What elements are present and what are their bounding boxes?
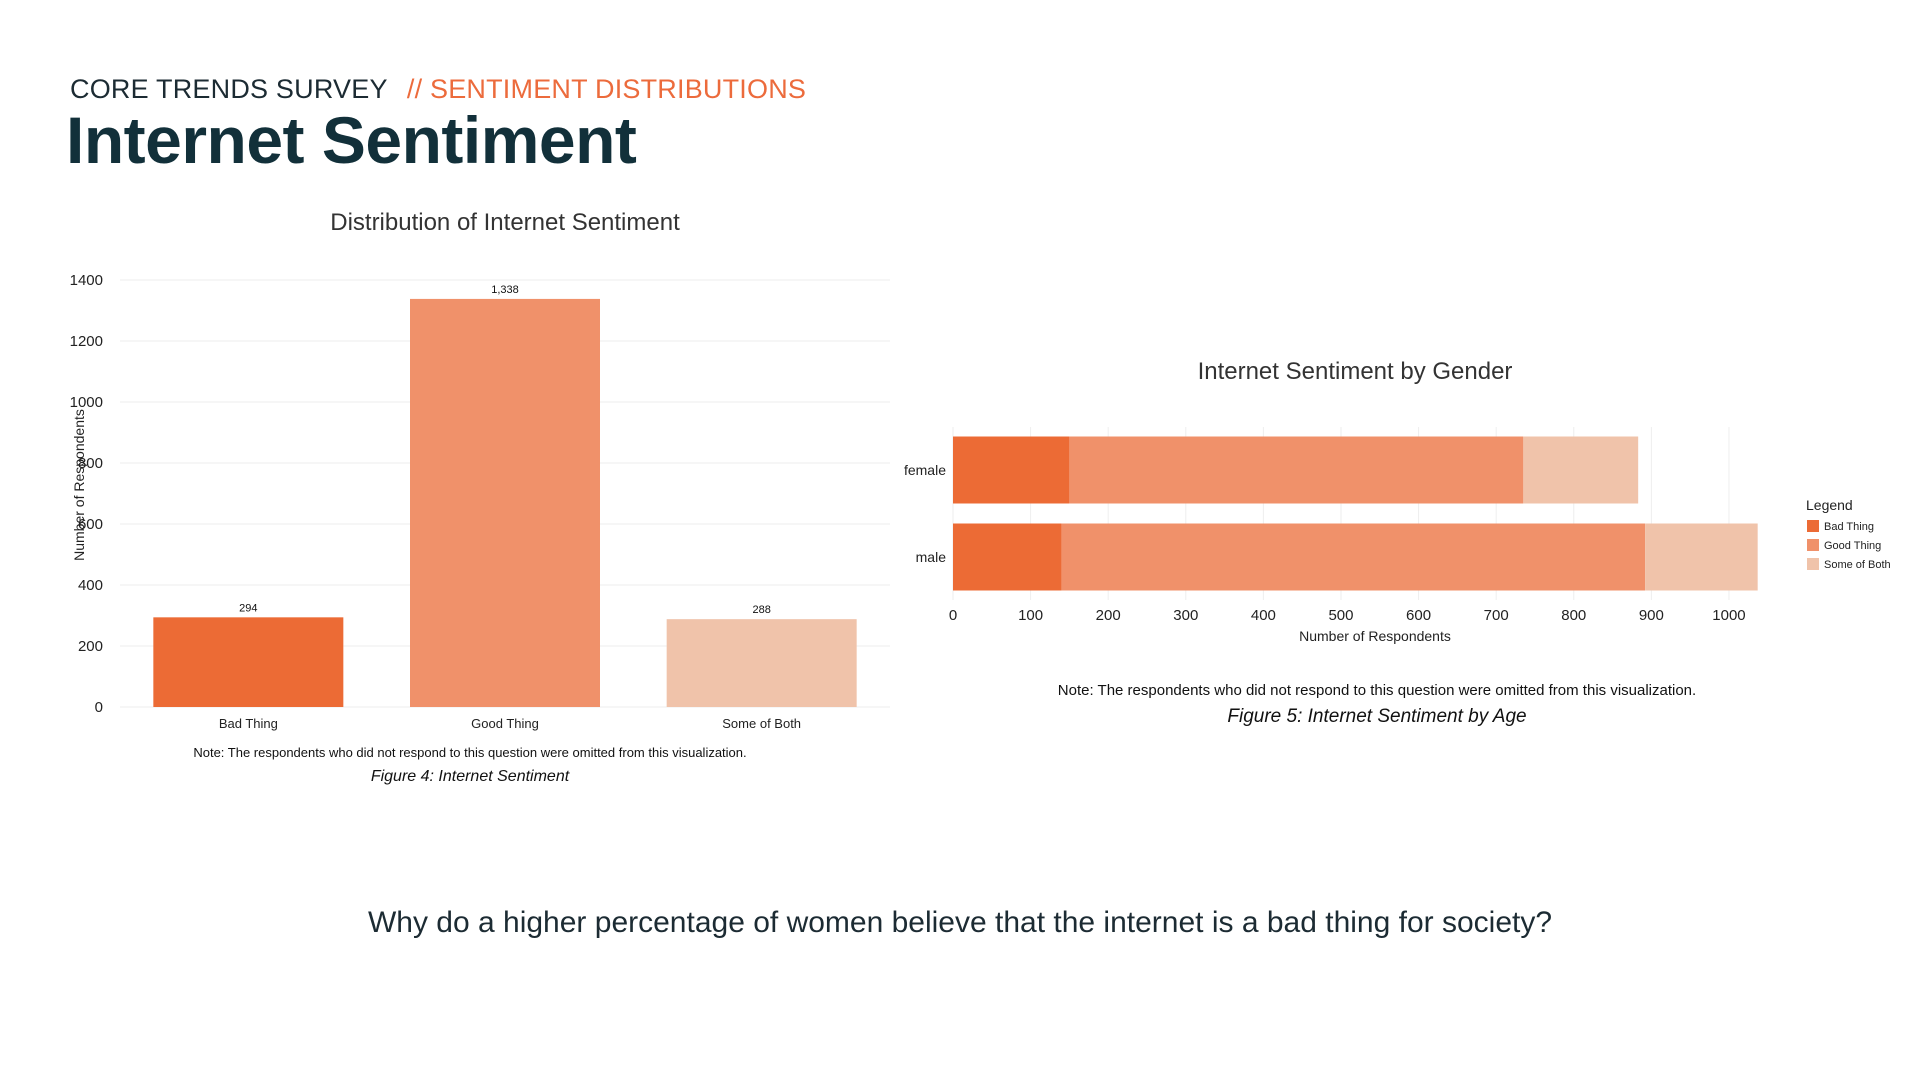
chart2-note: Note: The respondents who did not respon… <box>1058 682 1696 699</box>
chart2-bars <box>953 436 1758 591</box>
chart2-bar-segment <box>1061 523 1646 591</box>
chart1-y-ticks: 0 200 400 600 800 1000 1200 1400 <box>70 272 103 716</box>
chart2-x-tick: 900 <box>1639 607 1664 624</box>
chart1-note: Note: The respondents who did not respon… <box>193 745 746 760</box>
chart2-bar-segment <box>953 523 1062 591</box>
chart2-x-tick: 0 <box>949 607 957 624</box>
legend-entry: Some of Both <box>1824 559 1891 571</box>
chart1-bars <box>153 298 857 707</box>
chart1-data-label: 1,338 <box>491 284 519 296</box>
chart2-x-axis-label: Number of Respondents <box>1299 628 1451 644</box>
chart1-y-tick: 200 <box>78 638 103 655</box>
chart1-bar <box>666 619 857 707</box>
chart2-legend: Legend Bad Thing Good Thing Some of Both <box>1806 497 1891 571</box>
chart1-y-tick: 1000 <box>70 394 103 411</box>
chart2-title: Internet Sentiment by Gender <box>1198 358 1513 385</box>
chart1-y-tick: 1400 <box>70 272 103 289</box>
chart1-x-tick: Good Thing <box>471 716 539 731</box>
chart2-category-labels: female male <box>904 462 946 565</box>
chart1-x-tick: Some of Both <box>722 716 801 731</box>
chart1-title: Distribution of Internet Sentiment <box>330 209 680 236</box>
chart2-bar-segment <box>1069 436 1524 504</box>
chart2-x-tick: 700 <box>1484 607 1509 624</box>
chart1-data-label: 288 <box>752 604 770 616</box>
legend-title: Legend <box>1806 497 1853 513</box>
chart2-x-tick: 600 <box>1406 607 1431 624</box>
chart1-y-axis-label: Number of Respondents <box>71 409 87 561</box>
sentiment-by-gender-chart: Internet Sentiment by Gender femalemale … <box>904 358 1891 727</box>
chart1-y-tick: 800 <box>78 455 103 472</box>
chart1-x-tick: Bad Thing <box>219 716 278 731</box>
chart1-bar <box>153 617 344 707</box>
chart2-category-label: female <box>904 462 946 478</box>
chart2-x-tick: 300 <box>1173 607 1198 624</box>
chart2-x-tick: 800 <box>1561 607 1586 624</box>
chart2-x-ticks: 0 100 200 300 400 500 600 700 800 900 1000 <box>949 607 1746 624</box>
chart1-caption: Figure 4: Internet Sentiment <box>371 768 570 785</box>
chart1-x-ticks: Bad Thing Good Thing Some of Both <box>219 716 801 731</box>
chart1-data-labels: 294 1,338 288 <box>239 284 771 616</box>
discussion-question: Why do a higher percentage of women beli… <box>367 906 1553 939</box>
chart1-bar <box>410 298 600 707</box>
chart2-bar-segment <box>1645 523 1758 591</box>
legend-swatch <box>1807 539 1819 551</box>
chart1-y-tick: 600 <box>78 516 103 533</box>
legend-entry: Bad Thing <box>1824 521 1874 533</box>
chart1-y-tick: 400 <box>78 577 103 594</box>
chart2-bar-segment <box>953 436 1070 504</box>
kicker: CORE TRENDS SURVEY // SENTIMENT DISTRIBU… <box>70 74 806 105</box>
legend-entry: Good Thing <box>1824 540 1881 552</box>
kicker-main: CORE TRENDS SURVEY <box>70 74 388 104</box>
chart1-y-tick: 0 <box>95 699 103 716</box>
legend-swatch <box>1807 520 1819 532</box>
chart2-x-tick: 100 <box>1018 607 1043 624</box>
legend-swatch <box>1807 558 1819 570</box>
chart2-caption: Figure 5: Internet Sentiment by Age <box>1227 706 1526 727</box>
chart2-x-tick: 400 <box>1251 607 1276 624</box>
kicker-accent: // SENTIMENT DISTRIBUTIONS <box>406 74 807 104</box>
chart2-x-tick: 500 <box>1328 607 1353 624</box>
chart2-x-tick: 1000 <box>1712 607 1745 624</box>
chart2-bar-segment <box>1523 436 1639 504</box>
sentiment-distribution-chart: Distribution of Internet Sentiment 0 200 4… <box>70 209 890 785</box>
chart2-category-label: male <box>916 549 947 565</box>
chart1-y-tick: 1200 <box>70 333 103 350</box>
page-title: Internet Sentiment <box>66 103 637 177</box>
chart1-data-label: 294 <box>239 602 257 614</box>
chart2-x-tick: 200 <box>1096 607 1121 624</box>
